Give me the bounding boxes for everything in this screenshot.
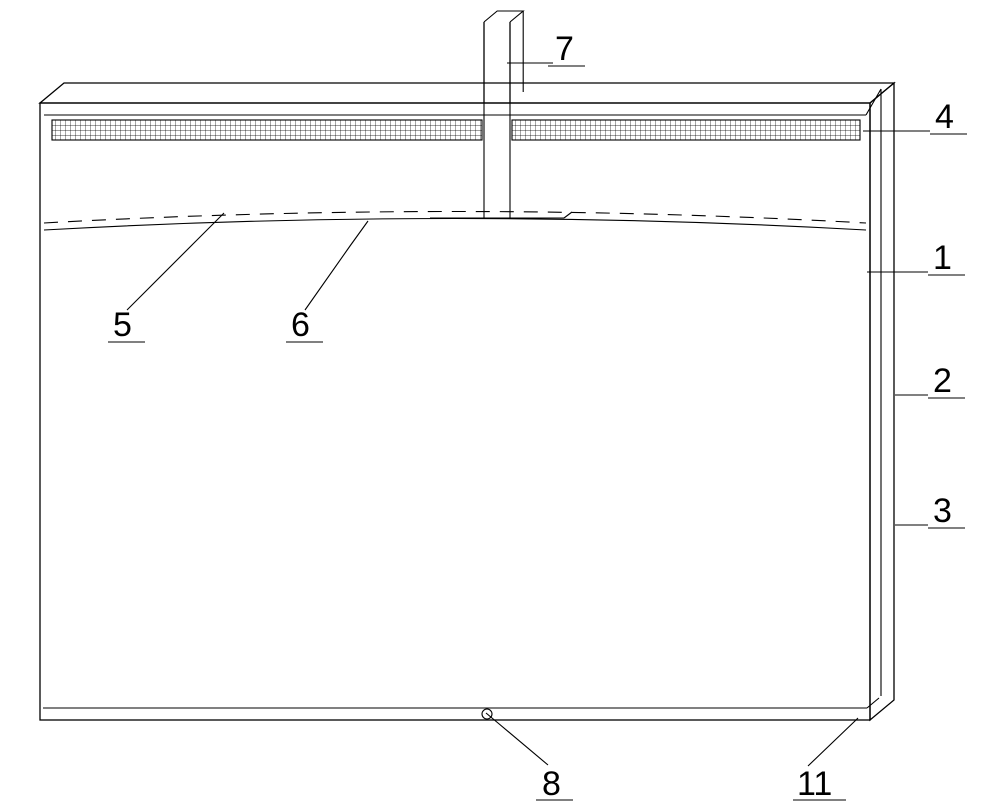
callout-label-2: 2 [933,362,952,400]
diagram-svg: 1 2 3 4 5 6 7 8 11 [0,0,1000,807]
callout-label-5: 5 [113,306,132,344]
callout-label-7: 7 [555,30,574,68]
callout-label-8: 8 [542,765,561,803]
callout-label-11: 11 [797,765,832,803]
callout-label-3: 3 [933,492,952,530]
callout-label-6: 6 [291,306,310,344]
labels-layer: 1 2 3 4 5 6 7 8 11 [108,30,967,803]
callout-label-1: 1 [933,239,952,277]
geometry-layer [40,11,894,720]
callout-label-4: 4 [935,98,954,136]
leader-lines-layer [127,63,930,766]
